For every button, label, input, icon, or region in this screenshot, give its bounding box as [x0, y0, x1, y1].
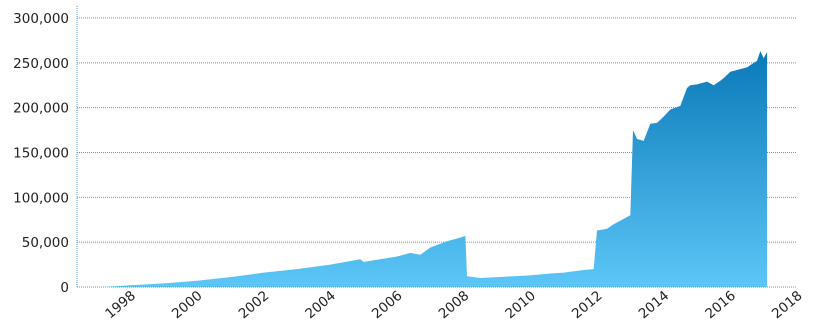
x-tick-label: 1998: [102, 288, 139, 322]
x-tick-label: 2006: [369, 288, 406, 322]
y-tick-label: 150,000: [13, 146, 69, 162]
y-tick-label: 50,000: [22, 235, 69, 251]
y-tick-label: 0: [60, 280, 69, 296]
x-tick-label: 2018: [769, 288, 806, 322]
x-tick-label: 2000: [169, 288, 206, 322]
x-tick-label: 2002: [236, 288, 273, 322]
x-tick-label: 2016: [702, 288, 739, 322]
y-axis-tick-labels: 0 50,000 100,000 150,000 200,000 250,000 300,0…: [13, 11, 69, 296]
x-tick-label: 2010: [502, 288, 539, 322]
x-tick-label: 2012: [569, 288, 606, 322]
y-tick-label: 250,000: [13, 56, 69, 72]
x-tick-label: 2014: [636, 288, 673, 322]
x-tick-label: 2008: [436, 288, 473, 322]
axes: [76, 6, 797, 288]
x-axis-tick-labels: 1998 2000 2002 2004 2006 2008 2010 2012 2014 2016…: [102, 288, 805, 322]
y-tick-label: 200,000: [13, 101, 69, 117]
plot-area: [103, 51, 768, 288]
y-tick-label: 300,000: [13, 11, 69, 27]
y-tick-label: 100,000: [13, 190, 69, 206]
area-series: [103, 51, 768, 288]
x-tick-label: 2004: [302, 288, 339, 322]
